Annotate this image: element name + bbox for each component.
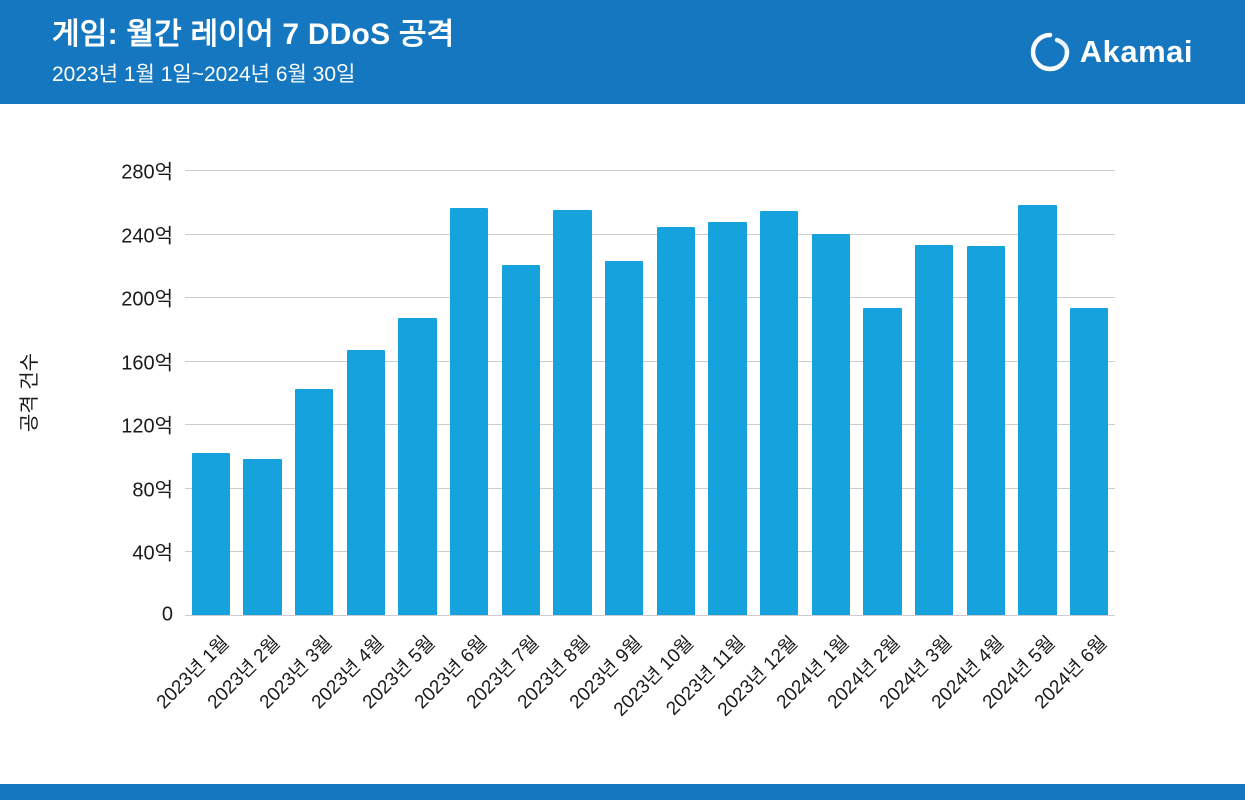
bar-2023년 3월 [295, 389, 334, 615]
page-title: 게임: 월간 레이어 7 DDoS 공격 [52, 18, 455, 52]
footer-bar [0, 784, 1245, 800]
x-axis-ticks: 2023년 1월 2023년 2월 2023년 3월 2023년 4월 2023년 5월… [153, 615, 1115, 755]
bar-2024년 4월 [966, 246, 1005, 615]
akamai-logo: Akamai [1028, 30, 1193, 74]
bar-2023년 9월 [605, 260, 644, 615]
y-tick-label: 0 [161, 603, 173, 626]
gridline [185, 360, 1115, 362]
y-tick-label: 200억 [121, 288, 173, 311]
gridline [185, 424, 1115, 426]
y-tick-label: 160억 [121, 352, 173, 375]
bar-2024년 6월 [1070, 308, 1109, 615]
header-titles: 게임: 월간 레이어 7 DDoS 공격 2023년 1월 1일~2024년 6… [52, 16, 454, 88]
akamai-logo-icon [1028, 30, 1072, 74]
bar-2024년 1월 [811, 233, 850, 615]
bar-2024년 3월 [915, 244, 954, 615]
akamai-wordmark: Akamai [1079, 34, 1193, 69]
bar-2023년 6월 [450, 208, 489, 615]
y-tick-label: 80억 [132, 479, 173, 502]
gridline [185, 297, 1115, 299]
date-range-subtitle: 2023년 1월 1일~2024년 6월 30일 [52, 62, 356, 86]
gridline [185, 233, 1115, 235]
bar-2023년 7월 [501, 265, 540, 615]
bar-2023년 1월 [191, 452, 230, 615]
y-tick-label: 40억 [132, 542, 173, 565]
gridline [185, 615, 1115, 616]
bar-2024년 5월 [1018, 204, 1057, 615]
bar-2023년 8월 [553, 209, 592, 615]
y-axis-ticks: 0 40억 80억 120억 160억 200억 240억 280억 [0, 162, 173, 626]
bar-2023년 4월 [346, 349, 385, 615]
bar-2023년 12월 [760, 211, 799, 615]
header-banner: 게임: 월간 레이어 7 DDoS 공격 2023년 1월 1일~2024년 6… [0, 0, 1245, 104]
bar-2023년 10월 [656, 227, 695, 615]
bar-2023년 5월 [398, 317, 437, 615]
bar-2024년 2월 [863, 308, 902, 615]
bar-2023년 2월 [243, 459, 282, 615]
y-tick-label: 280억 [121, 161, 173, 184]
y-tick-label: 120억 [121, 415, 173, 438]
gridline [185, 487, 1115, 489]
bar-2023년 11월 [708, 222, 747, 615]
y-tick-label: 240억 [121, 225, 173, 248]
plot-area [185, 170, 1115, 616]
gridline [185, 551, 1115, 553]
gridline [185, 170, 1115, 171]
